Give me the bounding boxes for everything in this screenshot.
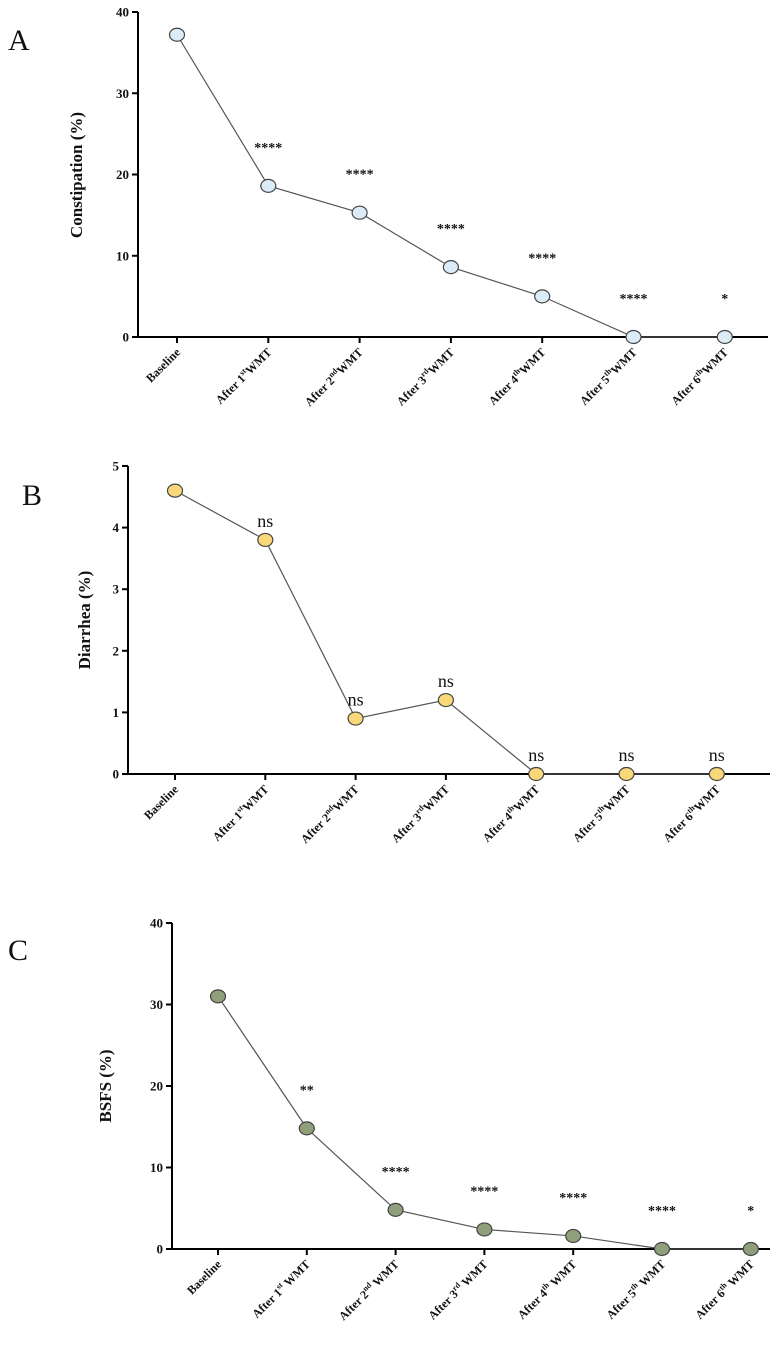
significance-label: ns (528, 745, 544, 765)
significance-label: **** (559, 1191, 587, 1206)
data-point (618, 766, 635, 782)
x-category-label: After 2ndWMT (297, 782, 362, 847)
y-axis-label: Diarrhea (%) (75, 571, 94, 670)
data-point (565, 1228, 582, 1244)
data-point (257, 532, 274, 548)
y-tick-label: 10 (116, 248, 129, 263)
significance-label: **** (470, 1184, 498, 1199)
y-tick-label: 0 (123, 330, 130, 345)
y-tick-label: 40 (116, 5, 129, 20)
y-tick-label: 0 (157, 1242, 164, 1257)
data-point (708, 766, 725, 782)
data-point (298, 1121, 315, 1136)
panel-a: A 0 10 20 30 40 Constipation (%) Baseline After … (8, 5, 768, 410)
significance-label: * (747, 1204, 754, 1219)
data-point (653, 1241, 671, 1257)
x-category-label: After 6th WMT (692, 1257, 757, 1322)
x-category-label: Baseline (184, 1257, 225, 1298)
data-point (387, 1202, 404, 1217)
significance-label: ** (300, 1083, 314, 1098)
series-line (174, 490, 717, 775)
data-point (347, 711, 364, 726)
y-tick-label: 20 (116, 167, 129, 182)
significance-label: **** (437, 222, 465, 237)
x-category-label: After 3rd WMT (425, 1257, 491, 1323)
panel-letter: C (8, 934, 28, 967)
data-point (209, 989, 227, 1004)
data-point (168, 27, 186, 42)
x-category-label: After 4thWMT (479, 782, 542, 845)
significance-label: **** (254, 141, 282, 156)
significance-label: ns (709, 745, 725, 765)
x-category-label: After 3rdWMT (388, 782, 452, 846)
y-tick-label: 1 (113, 705, 120, 720)
x-category-label: After 1stWMT (209, 782, 271, 844)
data-point (351, 205, 368, 220)
significance-label: **** (382, 1165, 410, 1180)
data-point (742, 1241, 759, 1257)
significance-label: **** (346, 168, 374, 183)
data-point (716, 329, 733, 345)
significance-label: ns (257, 511, 273, 531)
y-tick-label: 3 (113, 582, 120, 597)
significance-label: ns (348, 690, 364, 710)
panel-c: C 0 10 20 30 40 BSFS (%) Baseline After 1st WMT A… (8, 916, 770, 1324)
x-category-label: After 5th WMT (603, 1257, 668, 1322)
x-category-label: After 4th WMT (514, 1257, 579, 1322)
x-category-label: After 1st WMT (249, 1257, 313, 1321)
data-point (437, 692, 454, 708)
x-category-label: Baseline (143, 345, 184, 386)
x-category-label: After 3rdWMT (393, 345, 457, 409)
x-category-label: After 5thWMT (576, 345, 639, 408)
significance-label: ns (618, 745, 634, 765)
data-point (625, 329, 642, 345)
data-point (528, 766, 545, 782)
data-point (476, 1222, 493, 1237)
data-point (166, 483, 184, 498)
y-tick-label: 30 (116, 86, 129, 101)
y-tick-label: 0 (113, 767, 120, 782)
y-tick-label: 20 (150, 1079, 163, 1094)
y-tick-label: 2 (113, 643, 120, 658)
significance-label: **** (528, 251, 556, 266)
significance-label: **** (648, 1204, 676, 1219)
x-category-label: After 5thWMT (569, 782, 632, 845)
x-category-label: After 1stWMT (212, 345, 274, 407)
x-category-label: Baseline (141, 782, 182, 823)
x-category-label: After 2ndWMT (301, 345, 366, 410)
x-category-label: After 6thWMT (668, 345, 731, 408)
y-tick-label: 5 (113, 459, 120, 474)
data-point (534, 289, 551, 304)
y-tick-label: 10 (150, 1160, 163, 1175)
x-category-label: After 6thWMT (660, 782, 723, 845)
y-tick-label: 4 (113, 520, 120, 535)
x-category-label: After 4thWMT (485, 345, 548, 408)
y-tick-label: 40 (150, 916, 163, 931)
panel-b: B 0 1 2 3 4 5 Diarrhea (%) Baseline After 1stWMT A… (22, 459, 770, 847)
y-axis-label: BSFS (%) (96, 1049, 115, 1122)
data-point (260, 178, 277, 193)
significance-label: **** (620, 292, 648, 307)
significance-label: ns (438, 671, 454, 691)
y-tick-label: 30 (150, 997, 163, 1012)
panel-letter: B (22, 479, 42, 512)
data-point (442, 260, 459, 275)
panel-letter: A (8, 24, 30, 57)
y-axis-label: Constipation (%) (67, 112, 86, 238)
x-category-label: After 2nd WMT (335, 1257, 402, 1324)
significance-label: * (721, 292, 728, 307)
